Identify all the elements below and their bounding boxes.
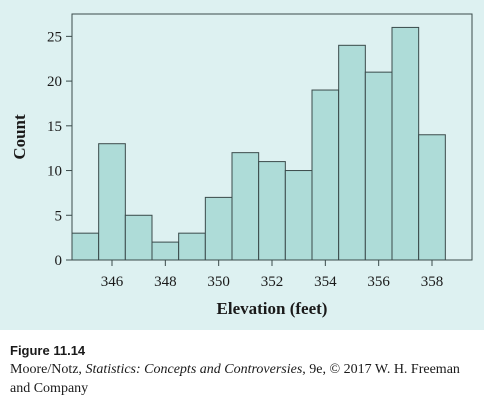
x-tick-label: 346 bbox=[101, 274, 124, 290]
chart-panel: 0 5 10 15 20 25 346 348 350 352 354 356 358 Elevatio… bbox=[0, 0, 484, 330]
credit-authors: Moore/Notz, bbox=[10, 362, 86, 377]
y-tick-label: 10 bbox=[47, 164, 62, 180]
figure-credit: Moore/Notz, Statistics: Concepts and Con… bbox=[10, 360, 475, 398]
histogram-bar bbox=[391, 26, 420, 261]
histogram-bar bbox=[258, 161, 286, 261]
histogram-bar bbox=[204, 196, 233, 261]
y-tick-label: 20 bbox=[47, 74, 62, 90]
histogram-bar bbox=[418, 134, 446, 261]
histogram-bar bbox=[178, 232, 206, 261]
y-tick-label: 15 bbox=[47, 119, 62, 135]
histogram-bar bbox=[311, 89, 340, 261]
bars-group bbox=[71, 26, 446, 261]
histogram-bar bbox=[124, 214, 153, 261]
x-tick-label: 358 bbox=[421, 274, 444, 290]
histogram-bar bbox=[71, 232, 100, 261]
y-axis-title: Count bbox=[10, 114, 29, 160]
histogram-bar bbox=[364, 71, 393, 261]
x-tick-label: 348 bbox=[154, 274, 177, 290]
figure-label: Figure 11.14 bbox=[10, 343, 86, 358]
credit-book-title: Statistics: Concepts and Controversies bbox=[85, 362, 303, 377]
figure-caption: Figure 11.14 Moore/Notz, Statistics: Con… bbox=[10, 342, 475, 398]
credit-rest: , 9e, © 2017 W. H. Freeman and Company bbox=[10, 362, 460, 396]
x-tick-label: 356 bbox=[367, 274, 390, 290]
y-tick-label: 0 bbox=[55, 253, 63, 269]
x-axis-title: Elevation (feet) bbox=[217, 299, 328, 318]
histogram-bar bbox=[338, 44, 366, 261]
histogram-chart: 0 5 10 15 20 25 346 348 350 352 354 356 358 Elevatio… bbox=[10, 13, 473, 318]
histogram-bar bbox=[231, 152, 260, 261]
histogram-bar bbox=[151, 241, 180, 261]
ticks-group: 0 5 10 15 20 25 346 348 350 352 354 356 358 bbox=[47, 29, 443, 290]
histogram-bar bbox=[98, 143, 126, 261]
x-tick-label: 354 bbox=[314, 274, 337, 290]
x-tick-label: 350 bbox=[207, 274, 230, 290]
y-tick-label: 5 bbox=[55, 208, 63, 224]
x-tick-label: 352 bbox=[261, 274, 284, 290]
histogram-bar bbox=[284, 170, 313, 261]
y-tick-label: 25 bbox=[47, 29, 62, 45]
